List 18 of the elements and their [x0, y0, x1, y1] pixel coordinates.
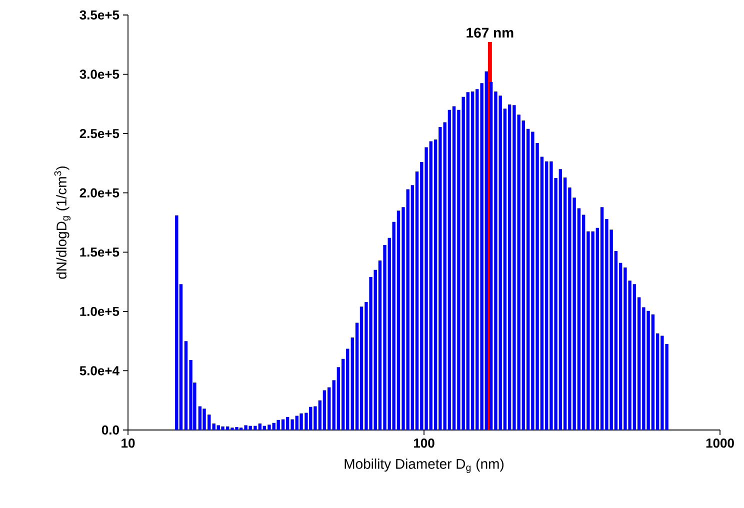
y-tick-label: 0.0 [102, 425, 119, 435]
y-tick-label: 2.5e+5 [80, 128, 120, 138]
y-tick-label: 1.0e+5 [80, 306, 120, 316]
y-tick-label: 5.0e+4 [80, 366, 120, 376]
y-tick-label: 2.0e+5 [80, 188, 120, 198]
y-tick-label: 3.0e+5 [80, 70, 120, 79]
y-axis-title: dN/dlogD$_{g}$ (1/cm$^{3}$) [54, 166, 71, 279]
x-tick-label: 100 [414, 438, 434, 448]
bar [470, 91, 474, 430]
bar [322, 390, 326, 430]
x-tick-label: 1000 [706, 438, 734, 448]
x-axis-title: Mobility Diameter D$_{g}$ (nm) [344, 458, 504, 473]
bar [198, 406, 202, 430]
ref-line-label: 167 nm [466, 28, 514, 38]
bar [175, 215, 178, 430]
x-tick-label: 10 [122, 438, 135, 448]
y-tick-label: 3.5e+5 [80, 10, 120, 20]
y-tick-label: 1.5e+5 [80, 248, 120, 257]
